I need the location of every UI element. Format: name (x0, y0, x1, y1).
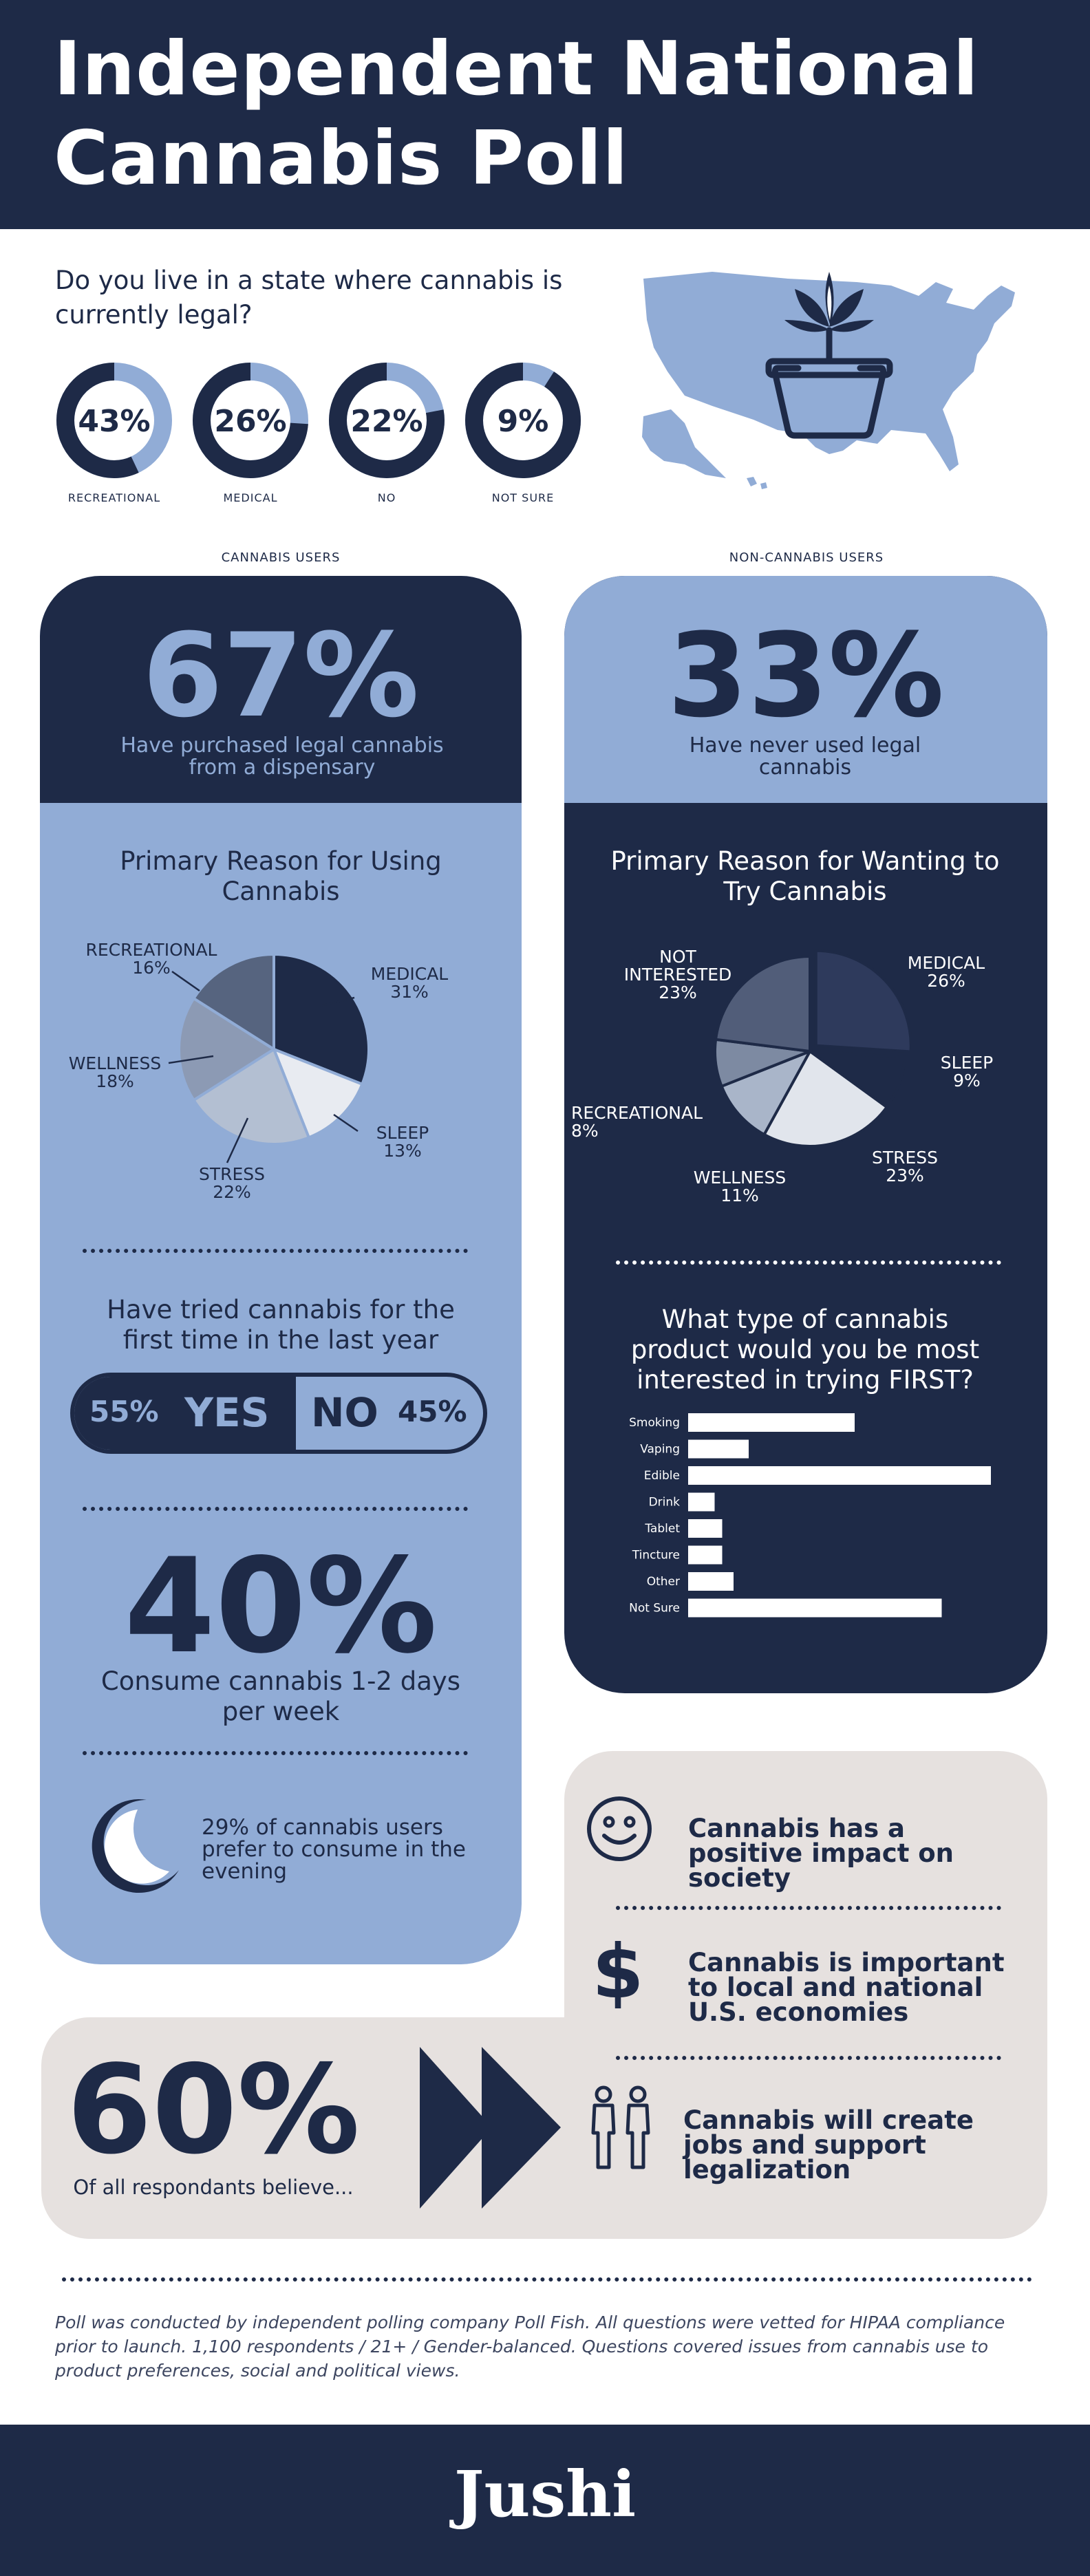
users-pie-label-stress: STRESS 22% (198, 1164, 266, 1202)
bar-label-edible: Edible (644, 1469, 680, 1483)
footnote: Poll was conducted by independent pollin… (55, 2312, 1005, 2381)
non-users-divider (616, 1260, 1001, 1265)
beliefs-big-pct: 60% (66, 2039, 361, 2181)
donut-pct-no: 22% (350, 404, 423, 439)
footnote-divider (62, 2277, 1032, 2282)
beliefs-sub: Of all respondants believe... (73, 2176, 354, 2199)
donut-label-medical: MEDICAL (223, 491, 278, 504)
bar-label-drink: Drink (649, 1496, 681, 1510)
bar-not-sure (688, 1598, 942, 1618)
bar-label-tablet: Tablet (644, 1522, 680, 1536)
donut-not-sure (465, 363, 581, 478)
fast-forward-icon (420, 2047, 561, 2209)
bar-tablet (688, 1519, 723, 1538)
users-pie-slice-recreational (191, 952, 275, 1052)
footer (0, 2425, 1090, 2576)
non-users-pie-slice-not-interested (714, 954, 811, 1053)
non-users-pie-label-wellness: WELLNESS 11% (693, 1168, 787, 1205)
non-users-big-pct: 33% (667, 608, 945, 743)
moon-icon (92, 1799, 179, 1893)
users-pie-label-recreational: RECREATIONAL 16% (85, 940, 217, 978)
no-pct: 45% (398, 1395, 467, 1428)
no-label: NO (311, 1389, 378, 1436)
product-bar-chart: Smoking Vaping Edible Drink Tablet Tincture Ot… (629, 1413, 991, 1618)
users-pie-slice-medical (272, 952, 370, 1086)
non-users-pie-slice-medical (814, 949, 912, 1053)
non-users-stat-card (564, 576, 1047, 803)
yes-segment (74, 1377, 296, 1450)
belief-2-text: Cannabis is important to local and natio… (688, 1948, 1005, 2027)
users-pie-label-medical: MEDICAL 31% (370, 964, 449, 1002)
dollar-icon: $ (592, 1929, 644, 2015)
bar-label-smoking: Smoking (629, 1416, 680, 1430)
non-users-pie-label-sleep: SLEEP 9% (940, 1053, 994, 1091)
non-users-pie-label-recreational: RECREATIONAL 8% (571, 1103, 703, 1141)
yes-label: YES (184, 1389, 270, 1436)
yes-no-pill: 55% YES NO 45% (70, 1373, 487, 1454)
non-cannabis-users-label: NON-CANNABIS USERS (729, 550, 884, 565)
bar-vaping (688, 1439, 749, 1459)
donut-label-not-sure: NOT SURE (491, 491, 555, 504)
non-users-pie-label-medical: MEDICAL 26% (907, 953, 985, 991)
donut-label-recreational: RECREATIONAL (67, 491, 161, 504)
users-big-text: Have purchased legal cannabis from a dis… (120, 733, 444, 780)
non-users-pie-label-stress: STRESS 23% (871, 1148, 939, 1185)
users-divider-1 (83, 1249, 468, 1253)
users-pie-slice-stress (191, 1047, 311, 1146)
cannabis-users-label: CANNABIS USERS (221, 550, 341, 565)
smiley-icon (587, 1796, 652, 1861)
donut-label-no: NO (377, 491, 396, 504)
people-icon (591, 2085, 650, 2169)
evening-text: 29% of cannabis users prefer to consume … (202, 1815, 466, 1884)
non-users-pie-label-not-interested: NOT INTERESTED 23% (623, 947, 732, 1002)
beliefs-divider-1 (616, 1906, 1001, 1910)
non-users-pie-slice-wellness (720, 1049, 813, 1137)
users-pie-slice-wellness (178, 996, 277, 1102)
bar-smoking (688, 1413, 855, 1432)
bar-drink (688, 1492, 715, 1512)
donut-medical (193, 363, 308, 478)
bar-tincture (688, 1545, 723, 1565)
bar-other (688, 1572, 734, 1591)
users-stat-card (40, 576, 522, 803)
non-users-reason-pie (714, 949, 912, 1148)
donut-no (329, 363, 445, 478)
header-banner (0, 0, 1090, 229)
bar-label-tincture: Tincture (632, 1549, 680, 1563)
bar-label-not-sure: Not Sure (629, 1602, 680, 1616)
users-divider-3 (83, 1751, 468, 1755)
donut-pct-medical: 26% (214, 404, 287, 439)
bar-edible (688, 1466, 991, 1485)
belief-3-text: Cannabis will create jobs and support le… (683, 2105, 974, 2185)
belief-1-text: Cannabis has a positive impact on societ… (688, 1814, 954, 1893)
cannabis-users-panel (40, 576, 522, 1964)
yes-pct: 55% (89, 1395, 159, 1428)
non-users-big-text: Have never used legal cannabis (689, 733, 921, 780)
page-title: Independent National Cannabis Poll (54, 26, 979, 202)
non-users-reason-title: Primary Reason for Wanting to Try Cannab… (610, 846, 1000, 906)
users-divider-2 (83, 1507, 468, 1511)
donut-pct-not-sure: 9% (497, 404, 549, 439)
users-pie-label-wellness: WELLNESS 18% (68, 1053, 162, 1091)
weekly-text: Consume cannabis 1-2 days per week (100, 1666, 461, 1726)
non-users-pie-slice-stress (762, 1049, 889, 1148)
product-title: What type of cannabis product would you … (630, 1305, 980, 1395)
donut-pct-recreational: 43% (78, 404, 151, 439)
weekly-pct: 40% (124, 1530, 438, 1682)
legal-state-question: Do you live in a state where cannabis is… (55, 266, 563, 330)
bar-label-vaping: Vaping (640, 1443, 680, 1457)
brand-logo: Jushi (453, 2457, 637, 2531)
users-reason-title: Primary Reason for Using Cannabis (120, 846, 442, 906)
users-tried-title: Have tried cannabis for the first time i… (107, 1295, 455, 1355)
users-big-pct: 67% (142, 608, 420, 743)
users-pie-label-sleep: SLEEP 13% (376, 1123, 429, 1161)
donut-recreational (56, 363, 172, 478)
users-reason-pie (178, 952, 370, 1146)
users-pie-slice-sleep (271, 1046, 364, 1139)
us-map-icon (642, 272, 1015, 489)
bar-label-other: Other (647, 1575, 680, 1589)
beliefs-divider-2 (616, 2056, 1001, 2060)
